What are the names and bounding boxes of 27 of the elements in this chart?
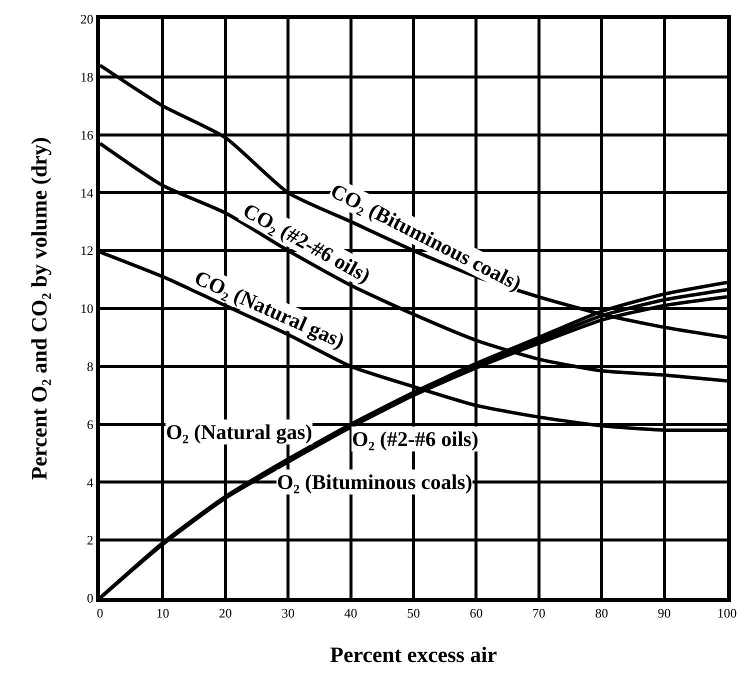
y-tick-label: 20	[80, 12, 94, 27]
y-tick-label: 16	[80, 127, 94, 142]
series-label: O₂ (#2-#6 oils)	[352, 427, 478, 451]
y-tick-label: 14	[80, 185, 94, 200]
x-tick-label: 40	[344, 606, 358, 621]
y-tick-label: 10	[80, 301, 94, 316]
y-tick-label: 4	[86, 474, 94, 490]
x-tick-label: 20	[218, 606, 232, 621]
x-tick-label: 10	[156, 606, 170, 621]
y-tick-label: 12	[80, 243, 94, 258]
x-tick-label: 50	[407, 606, 420, 621]
x-tick-label: 30	[282, 606, 295, 621]
series-label: O₂ (Bituminous coals)	[277, 470, 472, 494]
x-tick-label: 70	[532, 606, 546, 621]
y-tick-label: 2	[86, 532, 94, 548]
x-tick-label: 100	[717, 606, 737, 621]
series-label: O₂ (Natural gas)	[166, 420, 312, 444]
x-tick-label: 60	[470, 606, 483, 621]
y-tick-label: 18	[80, 69, 94, 84]
y-tick-label: 8	[86, 358, 94, 374]
x-tick-label: 80	[595, 606, 608, 621]
y-tick-label: 6	[86, 416, 94, 432]
x-tick-label: 0	[96, 606, 104, 621]
y-tick-label: 0	[86, 590, 94, 606]
y-axis-title: Percent O₂ and CO₂ by volume (dry)	[26, 137, 52, 480]
x-tick-label: 90	[658, 606, 671, 621]
x-axis-title: Percent excess air	[330, 642, 498, 667]
